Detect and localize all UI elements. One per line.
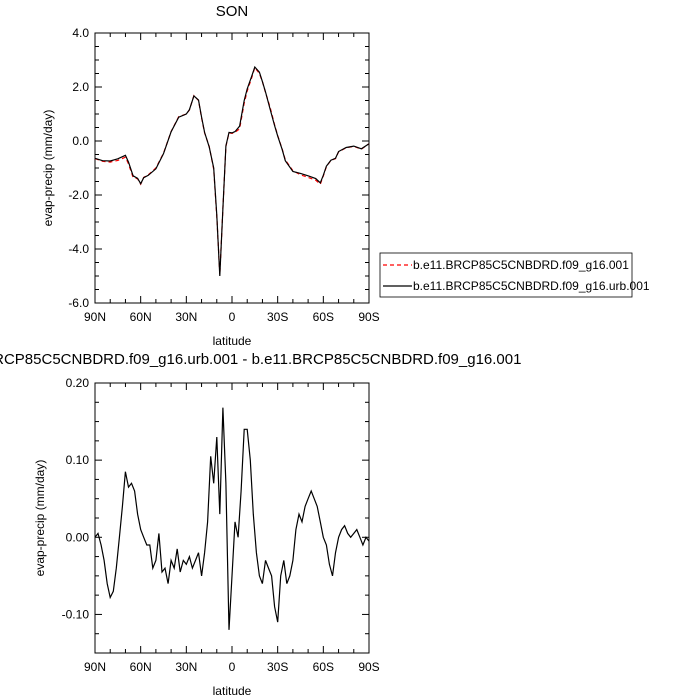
bottom-tick-marks xyxy=(94,382,370,653)
top-chart: SON 90N 60N 30N 0 30S 60S 90S -6.0 -4.0 -2.0 0.0 2.… xyxy=(41,3,380,348)
bottom-x-tick-label: 90S xyxy=(358,660,379,674)
bottom-x-tick-label: 60S xyxy=(313,660,334,674)
top-y-axis-label: evap-precip (mm/day) xyxy=(41,110,55,227)
top-x-tick-label: 60N xyxy=(130,310,152,324)
bottom-y-tick-label: 0.20 xyxy=(66,376,90,390)
bottom-x-tick-label: 0 xyxy=(229,660,236,674)
top-x-tick-label: 30N xyxy=(175,310,197,324)
bottom-x-tick-label: 30N xyxy=(175,660,197,674)
bottom-series-line-0 xyxy=(94,407,370,630)
bottom-x-tick-label: 30S xyxy=(267,660,288,674)
legend-label-control: b.e11.BRCP85C5CNBDRD.f09_g16.001 xyxy=(413,258,629,272)
bottom-series-lines xyxy=(94,407,370,630)
bottom-x-tick-label: 90N xyxy=(84,660,106,674)
legend: b.e11.BRCP85C5CNBDRD.f09_g16.001 b.e11.B… xyxy=(379,252,650,298)
top-series-line-1 xyxy=(94,65,370,277)
top-y-tick-label: 2.0 xyxy=(72,80,89,94)
bottom-y-axis-label: evap-precip (mm/day) xyxy=(33,460,47,577)
top-chart-title: SON xyxy=(216,3,249,20)
bottom-y-tick-label: 0.10 xyxy=(66,453,90,467)
top-x-tick-label: 30S xyxy=(267,310,288,324)
top-tick-labels: 90N 60N 30N 0 30S 60S 90S -6.0 -4.0 -2.0 0.0 2.0 4.0 xyxy=(68,26,379,324)
top-x-tick-label: 0 xyxy=(229,310,236,324)
bottom-chart-title: b.e11.BRCP85C5CNBDRD.f09_g16.urb.001 - b… xyxy=(0,351,521,368)
legend-label-urban: b.e11.BRCP85C5CNBDRD.f09_g16.urb.001 xyxy=(413,279,650,293)
top-y-tick-label: -6.0 xyxy=(68,296,89,310)
top-x-axis-label: latitude xyxy=(213,334,252,348)
bottom-tick-labels: 90N 60N 30N 0 30S 60S 90S -0.10 0.00 0.10 0.20 xyxy=(62,376,380,674)
top-series-lines xyxy=(94,65,370,277)
legend-box xyxy=(379,252,633,298)
bottom-x-axis-label: latitude xyxy=(213,684,252,698)
bottom-plot-frame xyxy=(94,382,370,654)
bottom-chart: b.e11.BRCP85C5CNBDRD.f09_g16.urb.001 - b… xyxy=(0,351,521,698)
top-x-tick-label: 90N xyxy=(84,310,106,324)
top-y-tick-label: -2.0 xyxy=(68,188,89,202)
top-x-tick-label: 90S xyxy=(358,310,379,324)
top-x-tick-label: 60S xyxy=(313,310,334,324)
top-y-tick-label: -4.0 xyxy=(68,242,89,256)
bottom-y-tick-label: 0.00 xyxy=(66,530,90,544)
top-tick-marks xyxy=(94,32,370,304)
top-series-line-0 xyxy=(94,66,370,275)
bottom-y-tick-label: -0.10 xyxy=(62,607,90,621)
top-y-tick-label: 4.0 xyxy=(72,26,89,40)
top-y-tick-label: 0.0 xyxy=(72,134,89,148)
top-plot-frame xyxy=(94,32,370,304)
bottom-x-tick-label: 60N xyxy=(130,660,152,674)
